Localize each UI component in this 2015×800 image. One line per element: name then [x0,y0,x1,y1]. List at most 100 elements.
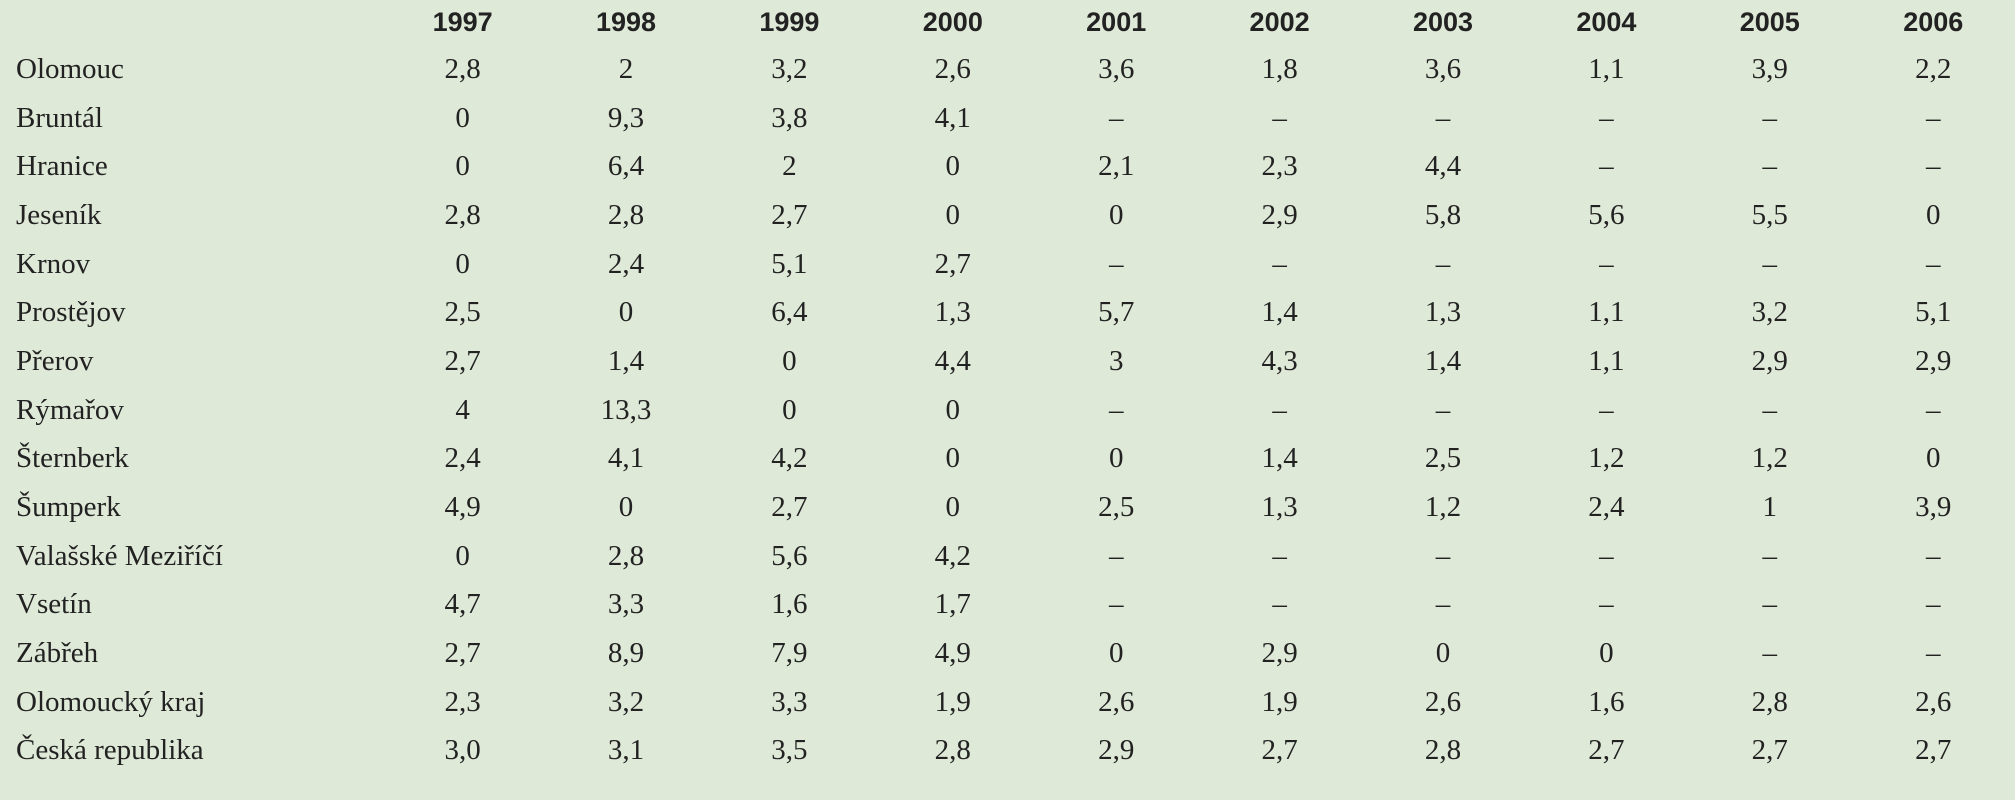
table-cell: – [1599,101,1614,134]
table-cell: – [1599,539,1614,572]
table-cell: – [1272,101,1287,134]
table-cell: 2,8 [1751,685,1788,718]
table-cell: 2 [782,150,797,183]
table-cell: 4,3 [1261,344,1298,377]
table-cell: 1 [1762,491,1778,524]
table-cell: 3,2 [607,685,645,718]
table-row: Olomouc 2,8 2 3,2 2,6 3,6 1,8 3,6 1,1 3,9 2,2 [0,45,2015,94]
table-cell: 1,8 [1261,52,1298,85]
table-cell: – [1762,393,1778,426]
header-row: 1997 1998 1999 2000 2001 2002 2003 2004 2005 2006 [0,0,2015,45]
row-label: Krnov [16,247,91,280]
table-cell: 0 [455,101,470,134]
table-row: Vsetín 4,7 3,3 1,6 1,7 – – – – – – [0,581,2015,630]
column-header-year: 2001 [1086,7,1147,37]
table-cell: 1,2 [1588,442,1625,475]
table-cell: 3,0 [444,734,481,767]
table-cell: – [1762,637,1778,670]
table-cell: 3,2 [771,52,808,85]
table-cell: 5,7 [1098,296,1135,329]
table-cell: 2,6 [1424,685,1462,718]
table-cell: 0 [1108,198,1124,231]
table-cell: – [1925,588,1941,621]
table-cell: 5,5 [1751,198,1788,231]
table-cell: 2,7 [444,344,481,377]
table-cell: 0 [455,539,470,572]
table-cell: – [1925,637,1941,670]
table-cell: – [1762,588,1778,621]
table-cell: 5,6 [771,539,808,572]
table-cell: 0 [945,393,961,426]
table-cell: – [1599,588,1614,621]
table-cell: 0 [618,296,634,329]
table-cell: 2,2 [1915,52,1952,85]
table-cell: – [1762,539,1778,572]
table-cell: 1,9 [1261,685,1298,718]
table-cell: 0 [1925,442,1941,475]
table-cell: 0 [1108,637,1124,670]
table-cell: 2,9 [1261,198,1298,231]
table-cell: 0 [455,150,470,183]
table-cell: 3,3 [771,685,808,718]
table-cell: 2,6 [1098,685,1135,718]
table-cell: 4,2 [934,539,971,572]
table-cell: 1,3 [934,296,971,329]
table-cell: 2,6 [1915,685,1952,718]
table-cell: 2,9 [1261,637,1298,670]
table-cell: 2,7 [934,247,971,280]
row-label: Olomoucký kraj [16,685,206,718]
table-cell: – [1272,588,1287,621]
table-cell: 0 [782,393,797,426]
column-header-year: 1999 [759,7,820,37]
table-cell: – [1925,247,1941,280]
table-cell: 2,5 [1098,491,1135,524]
table-cell: 4,9 [934,637,971,670]
row-label: Olomouc [16,52,124,85]
table-cell: 4,7 [444,588,481,621]
table-cell: 4,1 [607,442,645,475]
table-cell: 1,4 [607,344,645,377]
table-cell: 2,8 [444,198,481,231]
table-row: Šumperk 4,9 0 2,7 0 2,5 1,3 1,2 2,4 1 3,9 [0,483,2015,532]
table-cell: 2,7 [444,637,481,670]
table-cell: 4,1 [934,101,971,134]
table-cell: 4,4 [934,344,971,377]
table-cell: 2,8 [1424,734,1462,767]
table-cell: 3,9 [1751,52,1788,85]
table-cell: 2,7 [1751,734,1788,767]
column-header-year: 1997 [432,7,493,37]
table-cell: 8,9 [607,637,645,670]
table-cell: 2,7 [771,491,808,524]
corner-header [0,0,381,45]
table-cell: – [1108,588,1124,621]
table-cell: 0 [1925,198,1941,231]
table-cell: 2,5 [1424,442,1462,475]
table-cell: 13,3 [600,393,652,426]
table-cell: 2,7 [1261,734,1298,767]
table-cell: – [1925,393,1941,426]
row-label: Zábřeh [16,637,99,670]
table-cell: – [1925,539,1941,572]
table-cell: 2,9 [1751,344,1788,377]
table-cell: 3,8 [771,101,808,134]
table-row: Zábřeh 2,7 8,9 7,9 4,9 0 2,9 0 0 – – [0,629,2015,678]
row-label: Jeseník [16,198,102,231]
table-cell: 2,1 [1098,150,1135,183]
table-cell: 0 [945,442,961,475]
table-cell: 2,8 [934,734,971,767]
table-cell: 1,3 [1424,296,1462,329]
table-cell: 4 [455,393,470,426]
table-cell: 0 [1108,442,1124,475]
table-cell: – [1599,247,1614,280]
table-cell: 2,9 [1915,344,1952,377]
column-header-year: 2000 [922,7,983,37]
table-cell: – [1925,150,1941,183]
table-cell: 1,6 [1588,685,1625,718]
row-label: Bruntál [16,101,103,134]
table-row: Hranice 0 6,4 2 0 2,1 2,3 4,4 – – – [0,142,2015,191]
table-cell: 1,4 [1261,442,1298,475]
table-cell: 6,4 [771,296,808,329]
table-cell: 1,1 [1588,296,1625,329]
table-cell: 1,1 [1588,52,1625,85]
table-cell: 3,6 [1098,52,1135,85]
